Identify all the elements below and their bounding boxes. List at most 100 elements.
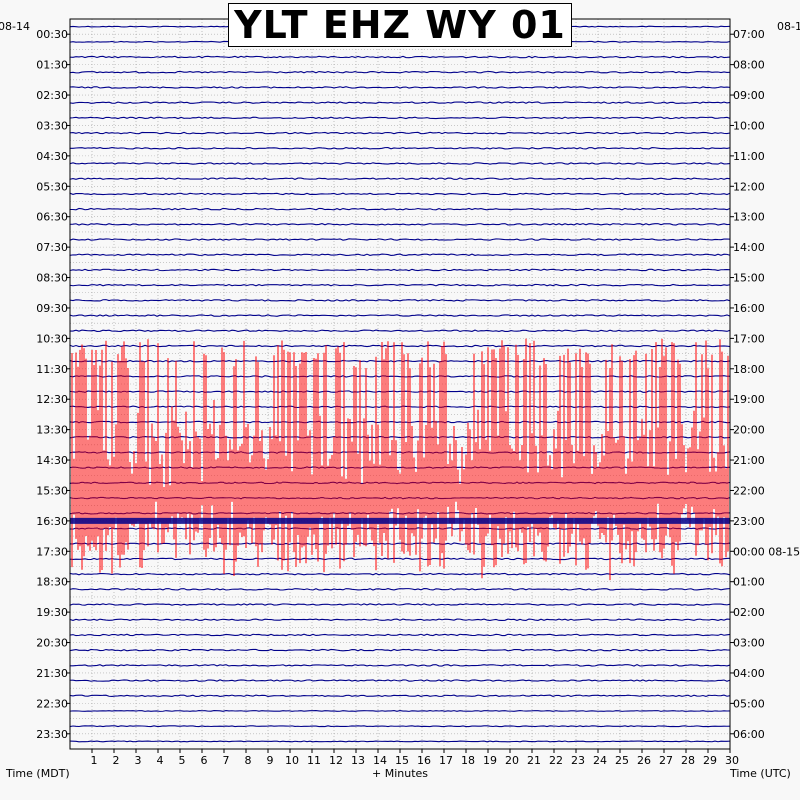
x-tick-label: 3 [135,754,142,767]
x-tick-label: 28 [681,754,695,767]
trace-line-29 [69,451,731,454]
right-time-label: 00:00 08-15 [733,545,800,558]
chart-title-box: YLT EHZ WY 01 [228,3,572,47]
right-time-label: 03:00 [733,637,765,650]
x-tick-label: 14 [373,754,387,767]
trace-line-40 [69,618,731,622]
left-time-label: 22:30 [36,697,68,710]
left-time-label: 17:30 [36,545,68,558]
trace-line-3 [69,55,731,59]
x-tick-label: 6 [201,754,208,767]
x-tick-label: 21 [527,754,541,767]
x-tick-label: 9 [267,754,274,767]
trace-line-20 [69,314,731,317]
right-date-label: 08-1 [777,20,800,33]
trace-line-27 [69,420,731,424]
trace-line-8 [69,131,731,135]
left-time-label: 19:30 [36,606,68,619]
left-time-label: 21:30 [36,667,68,680]
trace-line-37 [69,572,731,576]
trace-line-14 [69,223,731,226]
trace-line-10 [69,162,731,165]
right-time-label: 04:00 [733,667,765,680]
x-tick-label: 5 [179,754,186,767]
left-time-label: 23:30 [36,728,68,741]
right-time-label: 14:00 [733,241,765,254]
right-time-label: 22:00 [733,484,765,497]
trace-line-38 [69,588,731,591]
x-tick-label: 23 [571,754,585,767]
right-time-label: 21:00 [733,454,765,467]
trace-line-43 [69,664,731,667]
trace-line-13 [69,207,731,211]
trace-line-12 [69,192,731,196]
trace-line-11 [69,177,731,180]
right-time-label: 02:00 [733,606,765,619]
x-tick-label: 11 [307,754,321,767]
right-time-label: 06:00 [733,728,765,741]
left-time-label: 16:30 [36,515,68,528]
x-tick-label: 12 [329,754,343,767]
x-tick-label: 8 [245,754,252,767]
trace-line-21 [69,329,731,333]
left-time-label: 18:30 [36,576,68,589]
trace-line-48 [69,740,731,743]
right-time-label: 11:00 [733,150,765,163]
trace-line-44 [69,679,731,682]
right-time-label: 19:00 [733,393,765,406]
x-tick-label: 16 [417,754,431,767]
x-tick-label: 25 [615,754,629,767]
left-time-label: 14:30 [36,454,68,467]
left-time-label: 07:30 [36,241,68,254]
x-tick-label: 2 [113,754,120,767]
left-axis-label: Time (MDT) [5,767,70,780]
trace-line-25 [69,390,731,393]
x-tick-label: 10 [285,754,299,767]
x-tick-label: 20 [505,754,519,767]
trace-band [70,517,730,524]
x-tick-label: 13 [351,754,365,767]
x-tick-label: 27 [659,754,673,767]
trace-line-39 [69,603,731,606]
x-tick-label: 18 [461,754,475,767]
right-time-label: 16:00 [733,302,765,315]
trace-line-17 [69,268,731,272]
left-time-label: 03:30 [36,119,68,132]
left-time-label: 11:30 [36,363,68,376]
x-tick-label: 17 [439,754,453,767]
x-tick-label: 1 [91,754,98,767]
left-time-label: 02:30 [36,89,68,102]
x-axis-label: + Minutes [372,767,428,780]
left-time-label: 00:30 [36,28,68,41]
left-time-label: 05:30 [36,180,68,193]
trace-line-47 [69,725,731,728]
chart-title: YLT EHZ WY 01 [234,3,566,47]
trace-line-24 [69,375,731,378]
right-axis-label: Time (UTC) [729,767,791,780]
right-time-label: 09:00 [733,89,765,102]
trace-line-30 [69,466,731,469]
trace-line-9 [69,147,731,150]
left-time-label: 13:30 [36,424,68,437]
event-spikes [69,338,731,581]
trace-line-22 [69,344,731,348]
left-time-label: 01:30 [36,59,68,72]
trace-line-4 [69,70,731,74]
trace-line-42 [69,648,731,652]
right-time-label: 17:00 [733,332,765,345]
right-time-label: 13:00 [733,211,765,224]
right-time-label: 05:00 [733,697,765,710]
right-time-label: 01:00 [733,576,765,589]
trace-line-7 [69,116,731,120]
grid [69,18,731,750]
right-time-label: 08:00 [733,59,765,72]
trace-line-19 [69,299,731,302]
right-time-label: 10:00 [733,119,765,132]
left-time-label: 10:30 [36,332,68,345]
trace-line-6 [69,101,731,104]
right-time-label: 15:00 [733,272,765,285]
x-tick-label: 19 [483,754,497,767]
trace-line-41 [69,633,731,637]
x-tick-label: 15 [395,754,409,767]
